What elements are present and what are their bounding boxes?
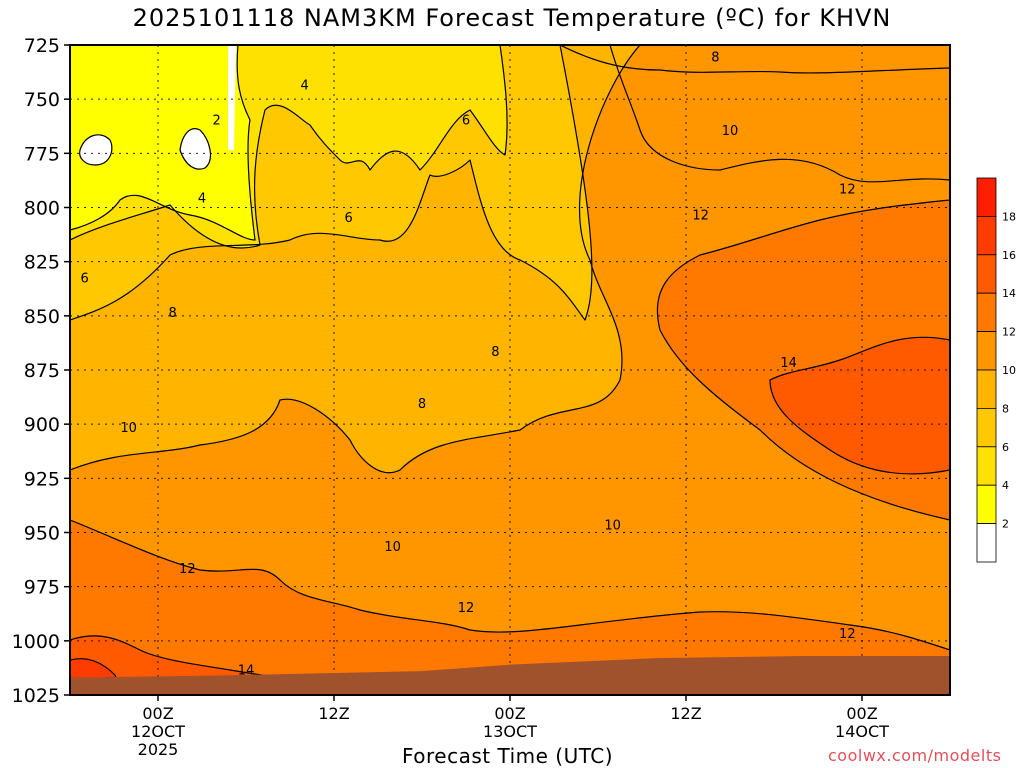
y-tick-label: 925 [24,468,60,490]
colorbar-label: 12 [1002,326,1016,339]
contour-label: 4 [301,79,309,94]
contour-label: 10 [384,540,401,555]
x-tick-label: 2025 [138,740,179,759]
contour-labels: 2 4 4 6 6 6 8 8 8 8 10 10 10 10 12 12 12 12 12 14 14 [81,51,856,679]
colorbar-swatch [976,177,997,217]
chart-title: 2025101118 NAM3KM Forecast Temperature (… [132,4,892,32]
x-tick-label: 00Z [142,704,173,723]
colorbar-label: 14 [1002,287,1016,300]
colorbar: 2 4 6 8 10 12 14 16 18 [976,177,1016,563]
contour-label: 12 [179,562,196,577]
x-tick-label: 12Z [670,704,701,723]
contour-label: 4 [198,191,206,206]
colorbar-swatch [976,292,997,333]
y-tick-label: 825 [24,252,60,274]
colorbar-swatch [976,215,997,256]
x-tick-label: 14OCT [835,722,889,741]
isotherm-line [70,519,950,651]
contour-label: 12 [692,209,709,224]
isotherm-line [559,45,950,74]
x-tick-label: 00Z [494,704,525,723]
temperature-fields [70,45,950,695]
y-tick-label: 950 [24,523,60,545]
contour-label: 14 [238,664,255,679]
contour-label: 6 [462,113,470,128]
temperature-band [228,45,236,150]
y-tick-label: 850 [24,306,60,328]
contour-label: 10 [604,519,621,534]
y-tick-label: 725 [24,35,60,57]
colorbar-label: 6 [1002,441,1009,454]
y-tick-label: 775 [24,143,60,165]
contour-label: 8 [491,345,499,360]
colorbar-swatch [976,407,997,448]
y-tick-label: 800 [24,198,60,220]
temperature-band [180,128,211,170]
colorbar-swatch [976,254,997,294]
contour-label: 6 [345,211,353,226]
colorbar-swatch [976,523,997,563]
surface-layer [70,656,950,695]
y-tick-label: 1000 [12,631,60,653]
isotherm-line [70,45,256,241]
y-tick-label: 900 [24,414,60,436]
isotherm-line [179,128,212,170]
contour-label: 8 [169,306,177,321]
contour-label: 12 [458,601,475,616]
contour-label: 8 [711,51,719,66]
temperature-band [70,45,255,240]
x-tick-label: 13OCT [483,722,537,741]
isotherm-line [609,45,950,183]
isotherm-line [70,45,508,249]
contour-label: 14 [780,356,797,371]
temperature-band [70,520,950,695]
y-tick-label: 750 [24,89,60,111]
isotherm-line [656,199,950,521]
isotherm-line [70,45,641,474]
colorbar-label: 8 [1002,402,1009,415]
contour-label: 6 [81,272,89,287]
colorbar-label: 18 [1002,210,1016,223]
y-tick-label: 1025 [12,685,60,707]
x-tick-label: 12Z [318,704,349,723]
isotherm-line [769,336,950,475]
isotherm-line [79,134,113,166]
colorbar-swatch [976,331,997,371]
x-tick-label: 00Z [846,704,877,723]
colorbar-swatch [976,484,997,525]
contour-label: 12 [839,183,856,198]
temperature-band [79,134,112,165]
contour-label: 10 [722,124,739,139]
y-axis: 725 750 775 800 825 850 875 900 925 950 975 1000 102… [12,35,70,707]
colorbar-swatch [976,369,997,409]
isotherm-line [70,45,593,321]
x-tick-label: 12OCT [131,722,185,741]
colorbar-label: 10 [1002,364,1016,377]
credit-link[interactable]: coolwx.com/modelts [828,746,1002,765]
contour-label: 12 [839,627,856,642]
ground-surface [70,656,950,695]
contour-label: 2 [213,113,221,128]
colorbar-label: 16 [1002,249,1016,262]
contour-label: 10 [120,421,137,436]
y-tick-label: 975 [24,577,60,599]
x-axis-label: Forecast Time (UTC) [402,744,614,768]
colorbar-label: 4 [1002,479,1009,492]
colorbar-label: 2 [1002,518,1009,531]
contour-label: 8 [418,397,426,412]
y-tick-label: 875 [24,360,60,382]
isotherm-lines [70,45,950,695]
colorbar-swatch [976,446,997,486]
